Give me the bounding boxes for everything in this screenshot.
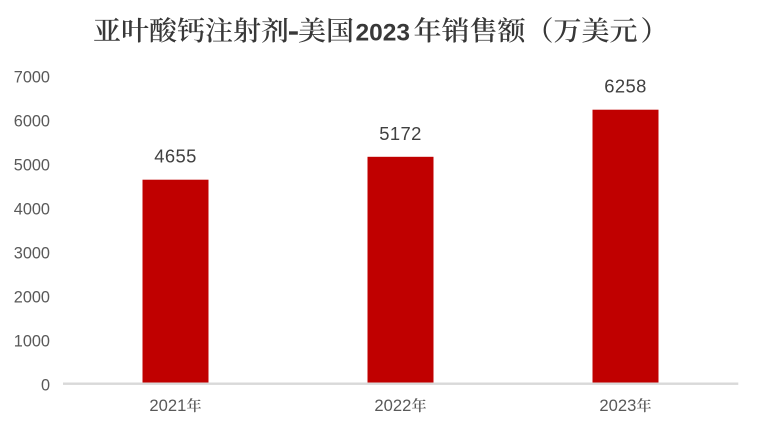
svg-text:2023: 2023 [599, 396, 636, 415]
svg-text:6000: 6000 [14, 113, 50, 131]
svg-text:5000: 5000 [14, 157, 50, 175]
svg-text:2000: 2000 [14, 289, 50, 307]
svg-text:5172: 5172 [379, 123, 422, 144]
svg-text:2023: 2023 [356, 19, 411, 46]
svg-text:6258: 6258 [604, 76, 647, 97]
svg-text:4655: 4655 [154, 146, 197, 167]
svg-text:2022: 2022 [374, 396, 411, 415]
svg-text:4000: 4000 [14, 201, 50, 219]
svg-text:3000: 3000 [14, 245, 50, 263]
svg-text:0: 0 [41, 377, 50, 395]
svg-text:7000: 7000 [14, 69, 50, 87]
svg-text:1000: 1000 [14, 333, 50, 351]
svg-text:2021: 2021 [149, 396, 186, 415]
